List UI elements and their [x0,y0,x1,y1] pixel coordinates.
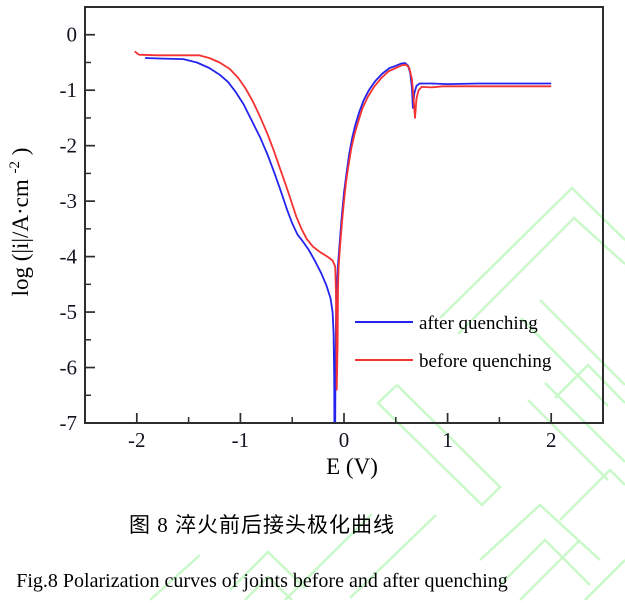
figure-caption-chinese: 图 8 淬火前后接头极化曲线 [129,513,395,537]
y-tick-label: -4 [60,245,78,269]
y-tick-label: -6 [60,356,78,380]
x-tick-label: -1 [232,428,250,452]
y-axis-label-main: log (|i|/A·cm [8,179,33,296]
chart-svg: -2 -1 0 1 2 0 -1 -2 -3 -4 -5 -6 -7 E (V) log (|i|/A·… [0,6,604,479]
x-tick-label: 0 [339,428,350,452]
y-tick-label: -2 [60,134,78,158]
watermark-strokes [149,186,625,601]
y-axis-label-close: ) [8,148,33,156]
polarization-chart: -2 -1 0 1 2 0 -1 -2 -3 -4 -5 -6 -7 E (V) log (|i|/A·… [0,6,604,479]
x-tick-label: 1 [442,428,453,452]
y-tick-label: 0 [67,23,78,47]
curves-layer [134,50,552,424]
x-axis-label: E (V) [326,454,378,479]
plot-frame [84,6,604,424]
figure-caption-english: Fig.8 Polarization curves of joints befo… [16,570,508,592]
y-tick-label: -1 [60,78,78,102]
legend: after quenching before quenching [355,313,552,372]
x-tick-label: -2 [128,428,146,452]
y-axis-label: log (|i|/A·cm -2 ) [0,148,33,297]
y-tick-label: -5 [60,300,78,324]
curve-before-quenching [134,50,552,391]
legend-label-after-quenching: after quenching [419,313,538,334]
axes-layer: -2 -1 0 1 2 0 -1 -2 -3 -4 -5 -6 -7 [60,23,557,452]
y-tick-label: -3 [60,189,78,213]
y-axis-label-superscript: -2 [7,161,23,174]
legend-label-before-quenching: before quenching [419,351,552,372]
y-tick-label: -7 [60,411,78,435]
x-tick-label: 2 [546,428,557,452]
